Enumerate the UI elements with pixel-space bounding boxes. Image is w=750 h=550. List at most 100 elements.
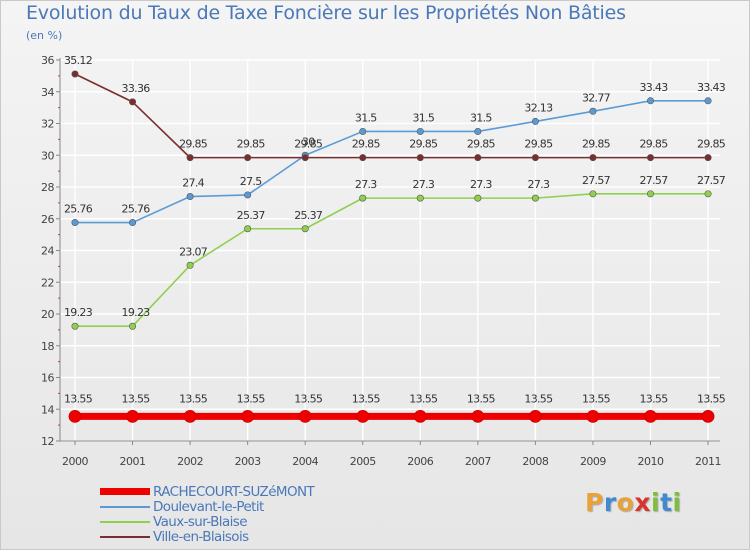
legend-label: Vaux-sur-Blaise xyxy=(153,513,248,530)
data-label-s3-2001: 33.36 xyxy=(122,82,151,95)
y-tick-label: 24 xyxy=(41,245,54,258)
series-line-2 xyxy=(75,193,709,328)
x-tick-label-2009: 2009 xyxy=(580,455,606,468)
data-label-s3-2004: 29.85 xyxy=(294,138,323,151)
data-point-s2-2001 xyxy=(129,322,137,330)
data-label-s0-2000: 13.55 xyxy=(64,392,93,405)
data-label-s3-2011: 29.85 xyxy=(697,138,726,151)
data-point-s2-2004 xyxy=(301,225,309,233)
x-tick-label-2002: 2002 xyxy=(177,455,203,468)
data-point-s0-2010 xyxy=(644,409,657,423)
data-label-s0-2001: 13.55 xyxy=(122,392,151,405)
data-label-s0-2003: 13.55 xyxy=(237,392,266,405)
legend-label: Ville-en-Blaisois xyxy=(153,528,249,545)
legend-swatch xyxy=(100,505,150,508)
data-point-s3-2007 xyxy=(474,154,482,162)
data-label-s2-2000: 19.23 xyxy=(64,306,93,319)
chart-legend: RACHECOURT-SUZéMONT Doulevant-le-Petit Vau… xyxy=(100,484,315,545)
x-tick-label-2008: 2008 xyxy=(522,455,548,468)
logo-letter: i xyxy=(672,488,682,517)
data-point-s2-2002 xyxy=(186,261,194,269)
data-point-s1-2011 xyxy=(704,97,712,105)
x-tick-label-2007: 2007 xyxy=(465,455,491,468)
data-label-s3-2010: 29.85 xyxy=(640,138,669,151)
data-point-s2-2008 xyxy=(531,194,539,202)
data-point-s3-2002 xyxy=(186,154,194,162)
legend-swatch xyxy=(100,520,150,523)
data-point-s0-2007 xyxy=(471,409,485,423)
y-axis-unit-label: (en %) xyxy=(26,29,63,42)
y-tick-label: 18 xyxy=(41,340,54,353)
data-point-s2-2003 xyxy=(244,225,252,233)
data-label-s3-2007: 29.85 xyxy=(467,138,496,151)
data-point-s3-2003 xyxy=(244,154,252,162)
y-tick-label: 16 xyxy=(41,372,54,385)
data-point-s0-2004 xyxy=(298,409,312,423)
data-label-s0-2008: 13.55 xyxy=(524,392,553,405)
data-label-s0-2005: 13.55 xyxy=(352,392,381,405)
data-label-s3-2009: 29.85 xyxy=(582,138,611,151)
data-label-s1-2002: 27.4 xyxy=(182,177,204,190)
chart-title: Evolution du Taux de Taxe Foncière sur l… xyxy=(26,2,626,24)
data-point-s2-2005 xyxy=(359,194,367,202)
data-point-s3-2004 xyxy=(301,154,309,162)
data-label-s1-2006: 31.5 xyxy=(412,111,434,124)
logo-letter: t xyxy=(660,488,673,517)
y-tick-label: 26 xyxy=(41,213,54,226)
data-label-s1-2008: 32.13 xyxy=(524,101,553,114)
data-point-s1-2002 xyxy=(186,193,194,201)
x-tick-label-2000: 2000 xyxy=(62,455,88,468)
data-label-s1-2003: 27.5 xyxy=(240,175,262,188)
x-tick-label-2003: 2003 xyxy=(235,455,261,468)
data-label-s0-2002: 13.55 xyxy=(179,392,208,405)
data-label-s2-2008: 27.3 xyxy=(528,178,550,191)
y-tick-label: 32 xyxy=(41,118,54,131)
data-label-s1-2001: 25.76 xyxy=(122,203,151,216)
data-point-s3-2008 xyxy=(531,154,539,162)
data-point-s2-2009 xyxy=(589,190,597,198)
data-point-s2-2011 xyxy=(704,190,712,198)
data-label-s3-2003: 29.85 xyxy=(237,138,266,151)
data-point-s0-2009 xyxy=(586,409,600,423)
legend-item-1: Doulevant-le-Petit xyxy=(100,499,314,515)
data-point-s1-2008 xyxy=(531,117,539,125)
data-label-s0-2011: 13.55 xyxy=(697,392,726,405)
data-point-s0-2008 xyxy=(529,409,542,423)
data-label-s0-2006: 13.55 xyxy=(409,392,438,405)
y-tick-label: 36 xyxy=(41,54,54,67)
data-point-s2-2007 xyxy=(474,194,482,202)
proxiti-logo: Proxiti xyxy=(585,488,682,517)
data-point-s1-2003 xyxy=(244,191,252,199)
logo-letter: i xyxy=(651,488,661,517)
data-point-s1-2010 xyxy=(646,97,654,105)
x-tick-label-2006: 2006 xyxy=(407,455,433,468)
data-label-s2-2005: 27.3 xyxy=(355,178,377,191)
data-point-s0-2011 xyxy=(701,409,715,423)
data-point-s1-2005 xyxy=(359,127,367,135)
data-label-s0-2007: 13.55 xyxy=(467,392,496,405)
data-label-s0-2009: 13.55 xyxy=(582,392,611,405)
data-point-s3-2009 xyxy=(589,154,597,162)
data-label-s2-2003: 25.37 xyxy=(237,209,266,222)
data-point-s0-2006 xyxy=(413,409,427,423)
data-label-s0-2010: 13.55 xyxy=(640,392,669,405)
data-point-s2-2010 xyxy=(646,190,654,198)
data-label-s3-2006: 29.85 xyxy=(409,138,438,151)
legend-item-2: Vaux-sur-Blaise xyxy=(100,513,314,530)
data-label-s2-2007: 27.3 xyxy=(470,178,492,191)
data-label-s3-2005: 29.85 xyxy=(352,138,381,151)
data-point-s0-2005 xyxy=(356,409,370,423)
data-label-s0-2004: 13.55 xyxy=(294,392,323,405)
data-point-s1-2000 xyxy=(71,219,79,227)
x-tick-label-2011: 2011 xyxy=(695,455,721,468)
x-tick-label-2004: 2004 xyxy=(292,455,318,468)
y-tick-label: 20 xyxy=(41,308,54,321)
data-label-s3-2002: 29.85 xyxy=(179,138,208,151)
y-tick-label: 22 xyxy=(41,276,54,289)
data-label-s2-2002: 23.07 xyxy=(179,245,208,258)
data-point-s3-2011 xyxy=(704,154,712,162)
data-label-s1-2004: 30 xyxy=(302,135,315,148)
data-point-s3-2010 xyxy=(646,154,654,162)
data-label-s1-2005: 31.5 xyxy=(355,111,377,124)
y-tick-label: 28 xyxy=(41,181,54,194)
